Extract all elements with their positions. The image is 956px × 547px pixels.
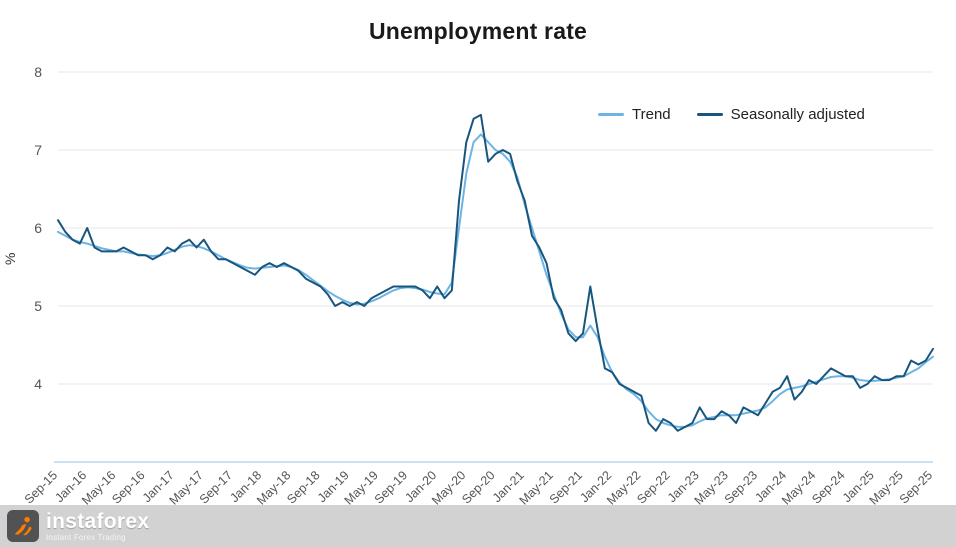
- legend-item-trend[interactable]: Trend: [598, 106, 671, 123]
- chart-title: Unemployment rate: [368, 18, 588, 44]
- orange-figure-icon: [14, 516, 32, 536]
- x-tick-label-Sep-19: Sep-19: [372, 468, 410, 505]
- footer-bar: instaforex Instant Forex Trading: [0, 505, 956, 547]
- instaforex-logo-icon: [7, 510, 39, 542]
- brand-tagline: Instant Forex Trading: [46, 532, 126, 542]
- x-tick-label-Sep-21: Sep-21: [547, 468, 585, 505]
- x-tick-label-Sep-25: Sep-25: [897, 468, 935, 505]
- y-tick-label-4: 4: [34, 376, 42, 392]
- instaforex-logo-text: instaforex Instant Forex Trading: [46, 511, 149, 542]
- x-tick-label-Sep-22: Sep-22: [634, 468, 672, 505]
- legend-label-trend: Trend: [632, 106, 671, 123]
- x-tick-label-Sep-24: Sep-24: [809, 468, 847, 505]
- y-tick-label-6: 6: [34, 220, 42, 236]
- y-tick-label-8: 8: [34, 64, 42, 80]
- x-tick-label-Sep-20: Sep-20: [459, 468, 497, 505]
- x-tick-label-Sep-16: Sep-16: [109, 468, 147, 505]
- trend-line-swatch: [598, 113, 624, 116]
- chart-legend: Trend Seasonally adjusted: [598, 106, 865, 123]
- series-line-trend: [57, 133, 934, 428]
- brand-name: instaforex: [46, 509, 150, 533]
- y-tick-label-5: 5: [34, 298, 42, 314]
- x-tick-label-Sep-15: Sep-15: [22, 468, 60, 505]
- unemployment-line-chart: 45678Sep-15Jan-16May-16Sep-16Jan-17May-1…: [22, 64, 935, 505]
- legend-label-seasonally-adjusted: Seasonally adjusted: [730, 106, 865, 123]
- legend-item-seasonally-adjusted[interactable]: Seasonally adjusted: [696, 106, 865, 123]
- seasonally-adjusted-line-swatch: [696, 113, 723, 116]
- instaforex-logo[interactable]: instaforex Instant Forex Trading: [7, 510, 149, 542]
- x-tick-label-Sep-18: Sep-18: [284, 468, 322, 505]
- y-tick-label-7: 7: [34, 142, 42, 158]
- x-tick-label-Sep-17: Sep-17: [197, 468, 235, 505]
- series-line-seasonally-adjusted: [57, 113, 934, 432]
- x-tick-label-Sep-23: Sep-23: [722, 468, 760, 505]
